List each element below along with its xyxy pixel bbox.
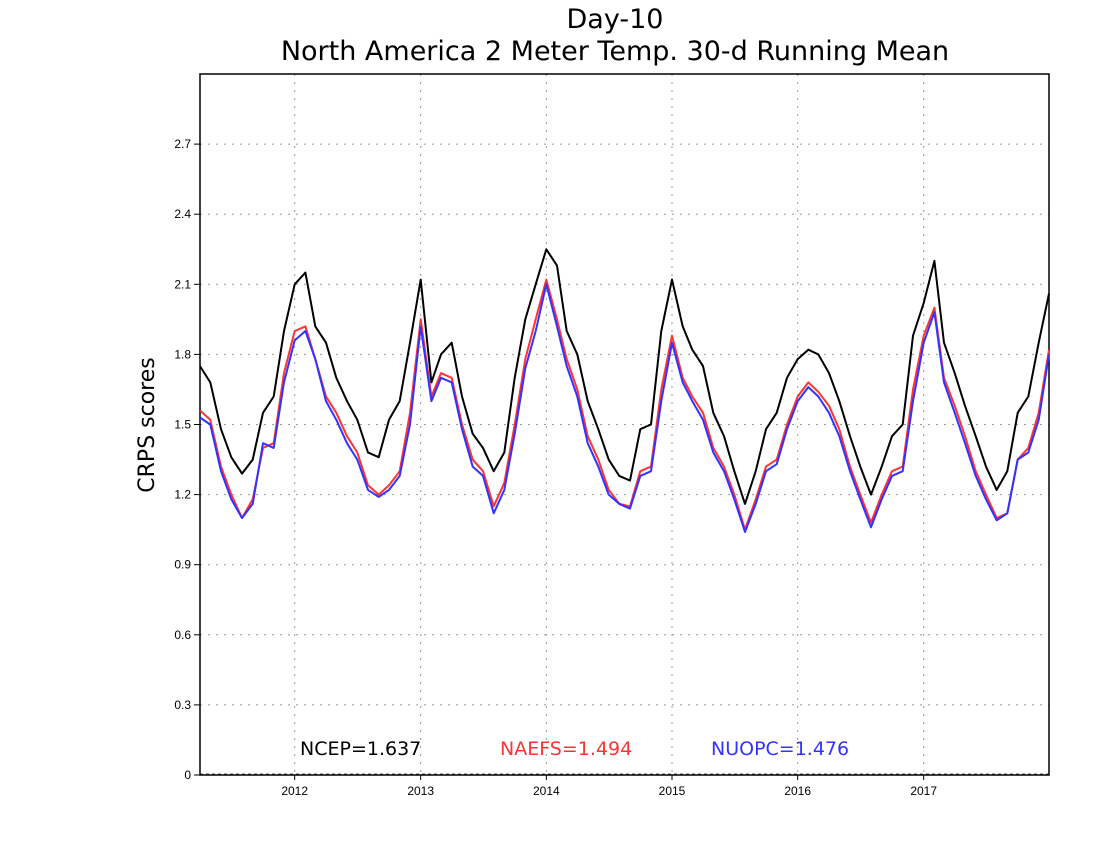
y-tick-label: 0.9 <box>174 558 191 572</box>
x-tick-label: 2014 <box>533 784 560 798</box>
legend-nuopc: NUOPC=1.476 <box>711 738 849 760</box>
y-tick-label: 0.6 <box>174 628 191 642</box>
y-tick-label: 0 <box>184 768 191 782</box>
x-axis: 2012 2013 2014 2015 2016 2017 <box>281 775 937 798</box>
x-tick-label: 2013 <box>407 784 434 798</box>
y-tick-label: 0.3 <box>174 698 191 712</box>
x-tick-label: 2012 <box>281 784 308 798</box>
x-tick-label: 2015 <box>659 784 686 798</box>
series-line-1 <box>199 278 1050 531</box>
grid-lines <box>200 74 1049 775</box>
y-tick-label: 2.7 <box>174 137 191 151</box>
legend: NCEP=1.637 NAEFS=1.494 NUOPC=1.476 <box>300 738 849 760</box>
x-tick-label: 2016 <box>784 784 811 798</box>
y-axis: 0 0.3 0.6 0.9 1.2 1.5 1.8 2.1 2.4 2.7 <box>174 137 200 782</box>
series-line-2 <box>199 283 1050 533</box>
legend-naefs: NAEFS=1.494 <box>500 738 632 760</box>
x-tick-label: 2017 <box>910 784 937 798</box>
y-tick-label: 1.2 <box>174 488 191 502</box>
series-lines <box>199 248 1050 533</box>
series-line-0 <box>199 248 1050 505</box>
y-tick-label: 2.1 <box>174 277 191 291</box>
y-tick-label: 2.4 <box>174 207 191 221</box>
y-axis-label: CRPS scores <box>135 357 160 492</box>
chart-subtitle: North America 2 Meter Temp. 30-d Running… <box>281 36 949 67</box>
y-tick-label: 1.5 <box>174 418 191 432</box>
y-tick-label: 1.8 <box>174 347 191 361</box>
chart-title: Day-10 <box>567 4 664 35</box>
legend-ncep: NCEP=1.637 <box>300 738 421 760</box>
